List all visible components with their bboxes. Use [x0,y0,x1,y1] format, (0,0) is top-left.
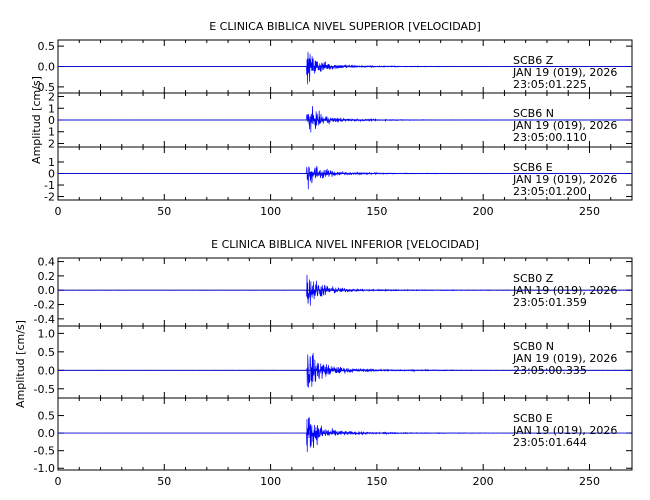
y-tick-label: 0 [48,168,55,181]
record-date: JAN 19 (019), 2026 [512,424,617,437]
station-label: SCB0 E [513,412,553,425]
record-time: 23:05:01.359 [513,296,587,309]
record-date: JAN 19 (019), 2026 [512,119,617,132]
y-tick-label: 0.4 [38,256,56,269]
x-tick-label: 100 [260,475,281,488]
y-tick-label: 1 [48,156,55,169]
y-tick-label: 0.0 [38,364,56,377]
y-tick-label: -1 [44,179,55,192]
record-date: JAN 19 (019), 2026 [512,284,617,297]
record-date: JAN 19 (019), 2026 [512,173,617,186]
x-tick-label: 150 [366,475,387,488]
x-tick-label: 100 [260,205,281,218]
y-tick-label: 0 [48,114,55,127]
y-tick-label: 0.5 [38,346,56,359]
x-tick-label: 0 [55,205,62,218]
y-tick-label: 0.0 [38,61,56,74]
waveform-scb0-n [57,353,632,388]
x-tick-label: 250 [579,475,600,488]
x-tick-label: 0 [55,475,62,488]
y-tick-label: 0.0 [38,427,56,440]
chart-title: E CLINICA BIBLICA NIVEL INFERIOR [VELOCI… [211,238,479,251]
station-label: SCB6 E [513,161,553,174]
station-label: SCB6 N [513,107,554,120]
y-tick-label: -0.5 [34,383,55,396]
y-tick-label: 1.0 [38,327,56,340]
y-axis-label: Amplitud [cm/s] [14,320,27,408]
record-time: 23:05:01.200 [513,185,587,198]
chart-title: E CLINICA BIBLICA NIVEL SUPERIOR [VELOCI… [209,20,481,33]
y-tick-label: -0.4 [34,313,55,326]
x-tick-label: 250 [579,205,600,218]
waveform-scb0-e [58,417,632,453]
waveform-scb6-z [57,51,632,85]
x-tick-label: 50 [157,205,171,218]
y-tick-label: 1 [48,102,55,115]
y-tick-label: -1.0 [34,462,55,475]
station-label: SCB0 N [513,340,554,353]
y-tick-label: -2 [44,191,55,204]
y-tick-label: -0.5 [34,445,55,458]
record-time: 23:05:01.225 [513,78,587,91]
station-label: SCB6 Z [513,54,554,67]
record-time: 23:05:00.335 [513,364,587,377]
y-tick-label: -0.2 [34,299,55,312]
x-tick-label: 200 [473,205,494,218]
y-tick-label: 1 [48,126,55,139]
y-tick-label: 2 [48,137,55,150]
record-time: 23:05:00.110 [513,131,587,144]
station-label: SCB0 Z [513,272,554,285]
y-tick-label: 0.5 [38,81,56,94]
x-tick-label: 200 [473,475,494,488]
y-tick-label: 0.0 [38,284,56,297]
panel-frame [57,397,633,471]
y-tick-label: 0.5 [38,40,56,53]
waveform-scb6-n [57,106,632,133]
record-date: JAN 19 (019), 2026 [512,66,617,79]
y-tick-label: 2 [48,91,55,104]
waveform-scb6-e [57,165,632,190]
y-tick-label: 0.2 [38,270,56,283]
x-tick-label: 150 [366,205,387,218]
record-time: 23:05:01.644 [513,436,587,449]
y-tick-label: 0.5 [38,410,56,423]
x-tick-label: 50 [157,475,171,488]
y-axis-label: Amplitud [cm/s] [30,76,43,164]
waveform-scb0-z [57,274,632,306]
record-date: JAN 19 (019), 2026 [512,352,617,365]
